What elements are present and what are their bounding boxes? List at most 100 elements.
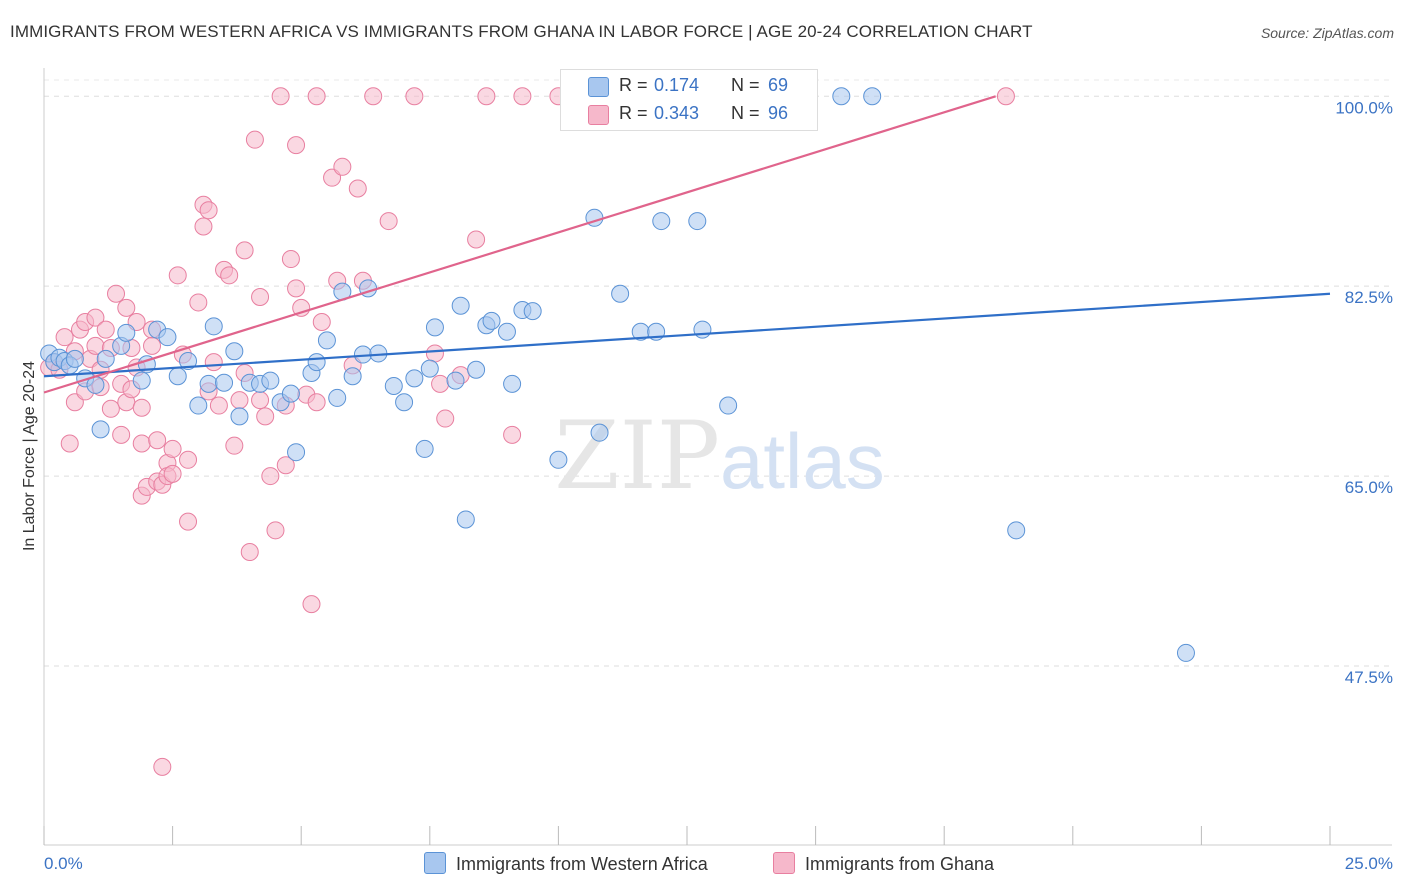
y-tick-label: 100.0%: [1335, 98, 1393, 117]
point-ghana: [276, 456, 295, 475]
point-western-africa: [451, 296, 470, 315]
point-western-africa: [415, 439, 434, 458]
point-western-africa: [261, 371, 280, 390]
point-ghana: [148, 431, 167, 450]
point-western-africa: [1176, 643, 1195, 662]
point-ghana: [230, 391, 249, 410]
point-ghana: [405, 87, 424, 106]
point-ghana: [132, 434, 151, 453]
point-ghana: [194, 217, 213, 236]
point-western-africa: [317, 331, 336, 350]
chart-title: IMMIGRANTS FROM WESTERN AFRICA VS IMMIGR…: [10, 22, 1033, 41]
legend-swatch-western-africa: [588, 77, 609, 97]
point-western-africa: [281, 384, 300, 403]
n-value: 96: [768, 103, 789, 123]
point-western-africa: [215, 373, 234, 392]
point-ghana: [271, 87, 290, 106]
point-ghana: [163, 464, 182, 483]
point-ghana: [101, 399, 120, 418]
point-ghana: [107, 284, 126, 303]
point-ghana: [153, 757, 172, 776]
r-label: R =: [619, 75, 648, 95]
tick-labels: 47.5% 65.0% 82.5% 100.0% 0.0% 25.0%: [44, 98, 1393, 873]
point-western-africa: [230, 407, 249, 426]
point-western-africa: [497, 322, 516, 341]
point-ghana: [256, 407, 275, 426]
point-ghana: [179, 512, 198, 531]
legend-item-ghana[interactable]: Immigrants from Ghana: [773, 852, 994, 876]
point-ghana: [96, 320, 115, 339]
point-western-africa: [688, 212, 707, 231]
legend-swatch-western-africa: [424, 852, 446, 874]
legend-label-western-africa: Immigrants from Western Africa: [456, 854, 708, 874]
point-western-africa: [287, 443, 306, 462]
point-ghana: [503, 425, 522, 444]
point-ghana: [287, 279, 306, 298]
point-ghana: [55, 328, 74, 347]
point-ghana: [261, 467, 280, 486]
point-western-africa: [503, 374, 522, 393]
point-ghana: [513, 87, 532, 106]
y-tick-label: 82.5%: [1345, 288, 1393, 307]
point-ghana: [996, 87, 1015, 106]
point-western-africa: [117, 323, 136, 342]
point-ghana: [307, 87, 326, 106]
point-ghana: [204, 353, 223, 372]
y-tick-label: 47.5%: [1345, 668, 1393, 687]
point-ghana: [199, 201, 218, 220]
source-label: Source: ZipAtlas.com: [1260, 25, 1394, 41]
point-ghana: [168, 266, 187, 285]
legend-item-western-africa[interactable]: Immigrants from Western Africa: [424, 852, 708, 876]
point-ghana: [240, 543, 259, 562]
r-value: 0.174: [654, 75, 700, 95]
point-western-africa: [405, 369, 424, 388]
point-western-africa: [482, 311, 501, 330]
x-tick-label-max: 25.0%: [1345, 854, 1393, 873]
point-western-africa: [343, 367, 362, 386]
point-western-africa: [199, 374, 218, 393]
point-western-africa: [307, 353, 326, 372]
r-label: R =: [619, 103, 648, 123]
point-ghana: [117, 298, 136, 317]
point-ghana: [348, 179, 367, 198]
point-western-africa: [590, 423, 609, 442]
point-ghana: [143, 336, 162, 355]
trend-lines: [43, 95, 1331, 394]
point-ghana: [179, 450, 198, 469]
point-ghana: [163, 439, 182, 458]
point-western-africa: [204, 317, 223, 336]
point-ghana: [60, 434, 79, 453]
point-western-africa: [189, 396, 208, 415]
point-ghana: [477, 87, 496, 106]
point-ghana: [251, 391, 270, 410]
point-western-africa: [96, 349, 115, 368]
point-ghana: [379, 212, 398, 231]
point-western-africa: [1007, 521, 1026, 540]
legend-row-western-africa: R = 0.174 N = 69: [561, 73, 817, 99]
point-western-africa: [179, 352, 198, 371]
point-western-africa: [652, 212, 671, 231]
point-western-africa: [91, 420, 110, 439]
point-western-africa: [328, 388, 347, 407]
point-western-africa: [611, 284, 630, 303]
point-western-africa: [523, 302, 542, 321]
watermark-zip: ZIP: [554, 402, 720, 511]
point-western-africa: [456, 510, 475, 529]
point-western-africa: [158, 328, 177, 347]
point-ghana: [281, 250, 300, 269]
point-ghana: [132, 398, 151, 417]
point-ghana: [251, 288, 270, 307]
point-western-africa: [425, 318, 444, 337]
point-western-africa: [384, 377, 403, 395]
point-ghana: [266, 521, 285, 540]
point-ghana: [209, 396, 228, 415]
watermark-atlas: atlas: [720, 417, 885, 505]
point-ghana: [425, 344, 444, 363]
trend-line-western-africa: [43, 292, 1331, 378]
n-label: N =: [731, 75, 760, 95]
y-axis-label: In Labor Force | Age 20-24: [21, 361, 38, 551]
point-western-africa: [65, 349, 84, 368]
point-ghana: [235, 241, 254, 260]
point-western-africa: [467, 360, 486, 379]
